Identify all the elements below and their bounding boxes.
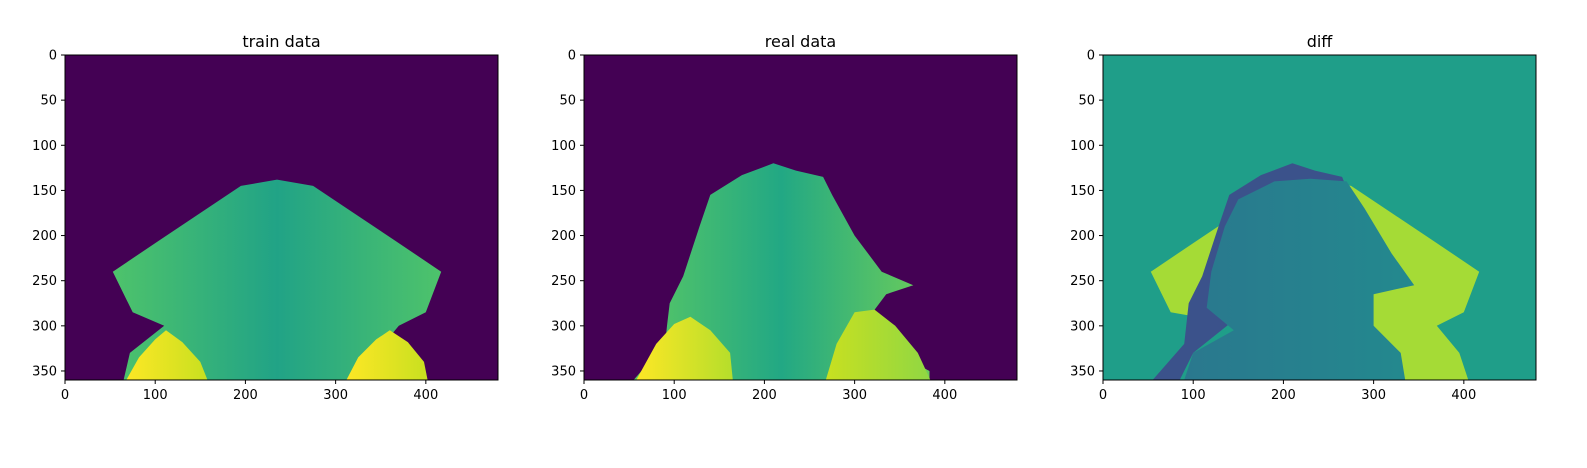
heatmap-region-real-only-edges — [1152, 163, 1352, 380]
y-tick-label: 200 — [32, 229, 57, 244]
y-tick-label: 100 — [551, 139, 576, 154]
x-tick-label: 100 — [1181, 388, 1206, 403]
heatmap-region-body — [112, 179, 442, 380]
y-tick-label: 150 — [551, 184, 576, 199]
heatmap-regions — [112, 179, 442, 380]
x-tick-label: 200 — [1271, 388, 1296, 403]
y-tick-label: 350 — [1070, 364, 1095, 379]
y-tick-label: 100 — [1070, 139, 1095, 154]
y-tick-label: 250 — [1070, 274, 1095, 289]
y-tick-label: 0 — [568, 49, 576, 64]
y-tick-label: 300 — [1070, 319, 1095, 334]
x-tick-label: 0 — [580, 388, 588, 403]
x-tick-label: 100 — [662, 388, 687, 403]
x-tick-label: 300 — [842, 388, 867, 403]
y-tick-label: 350 — [32, 364, 57, 379]
heatmap-regions — [633, 163, 931, 380]
axes-frame — [1102, 54, 1537, 381]
y-tick-label: 50 — [559, 94, 576, 109]
y-tick-label: 250 — [551, 274, 576, 289]
axes-frame — [64, 54, 499, 381]
chart-title: train data — [242, 32, 320, 51]
x-tick-label: 400 — [413, 388, 438, 403]
x-tick-label: 300 — [323, 388, 348, 403]
x-tick-label: 100 — [143, 388, 168, 403]
x-tick-label: 300 — [1361, 388, 1386, 403]
y-tick-label: 50 — [1078, 94, 1095, 109]
x-tick-label: 400 — [932, 388, 957, 403]
y-tick-label: 350 — [551, 364, 576, 379]
heatmap-region-left-lobe — [126, 330, 208, 380]
chart-title: real data — [765, 32, 836, 51]
y-tick-label: 200 — [1070, 229, 1095, 244]
heatmap-region-left-lobe — [636, 316, 733, 380]
heatmap-regions — [1150, 163, 1480, 380]
y-tick-label: 300 — [551, 319, 576, 334]
y-tick-label: 250 — [32, 274, 57, 289]
x-tick-label: 200 — [752, 388, 777, 403]
axes-frame — [583, 54, 1018, 381]
y-tick-label: 50 — [40, 94, 57, 109]
x-tick-label: 0 — [1099, 388, 1107, 403]
chart-panel-3: diff 0 100 200 300 400 0 50 100 150 200 250 300 350 — [1070, 32, 1537, 403]
y-tick-label: 150 — [1070, 184, 1095, 199]
y-tick-label: 150 — [32, 184, 57, 199]
heatmap-region-right-lobe — [346, 330, 428, 380]
x-tick-label: 400 — [1451, 388, 1476, 403]
chart-panel-2: real data 0 100 200 300 400 0 50 100 150 200 250 300… — [551, 32, 1018, 403]
y-tick-label: 200 — [551, 229, 576, 244]
heatmap-region-overlap — [1184, 178, 1415, 380]
chart-panel-1: train data 0 100 200 300 400 0 50 100 150 200 250 30… — [32, 32, 499, 403]
chart-title: diff — [1307, 32, 1334, 51]
x-tick-label: 0 — [61, 388, 69, 403]
heatmap-region-right-lobe — [825, 309, 931, 380]
y-tick-label: 100 — [32, 139, 57, 154]
x-tick-label: 200 — [233, 388, 258, 403]
y-tick-label: 0 — [49, 49, 57, 64]
y-tick-label: 0 — [1087, 49, 1095, 64]
y-tick-label: 300 — [32, 319, 57, 334]
